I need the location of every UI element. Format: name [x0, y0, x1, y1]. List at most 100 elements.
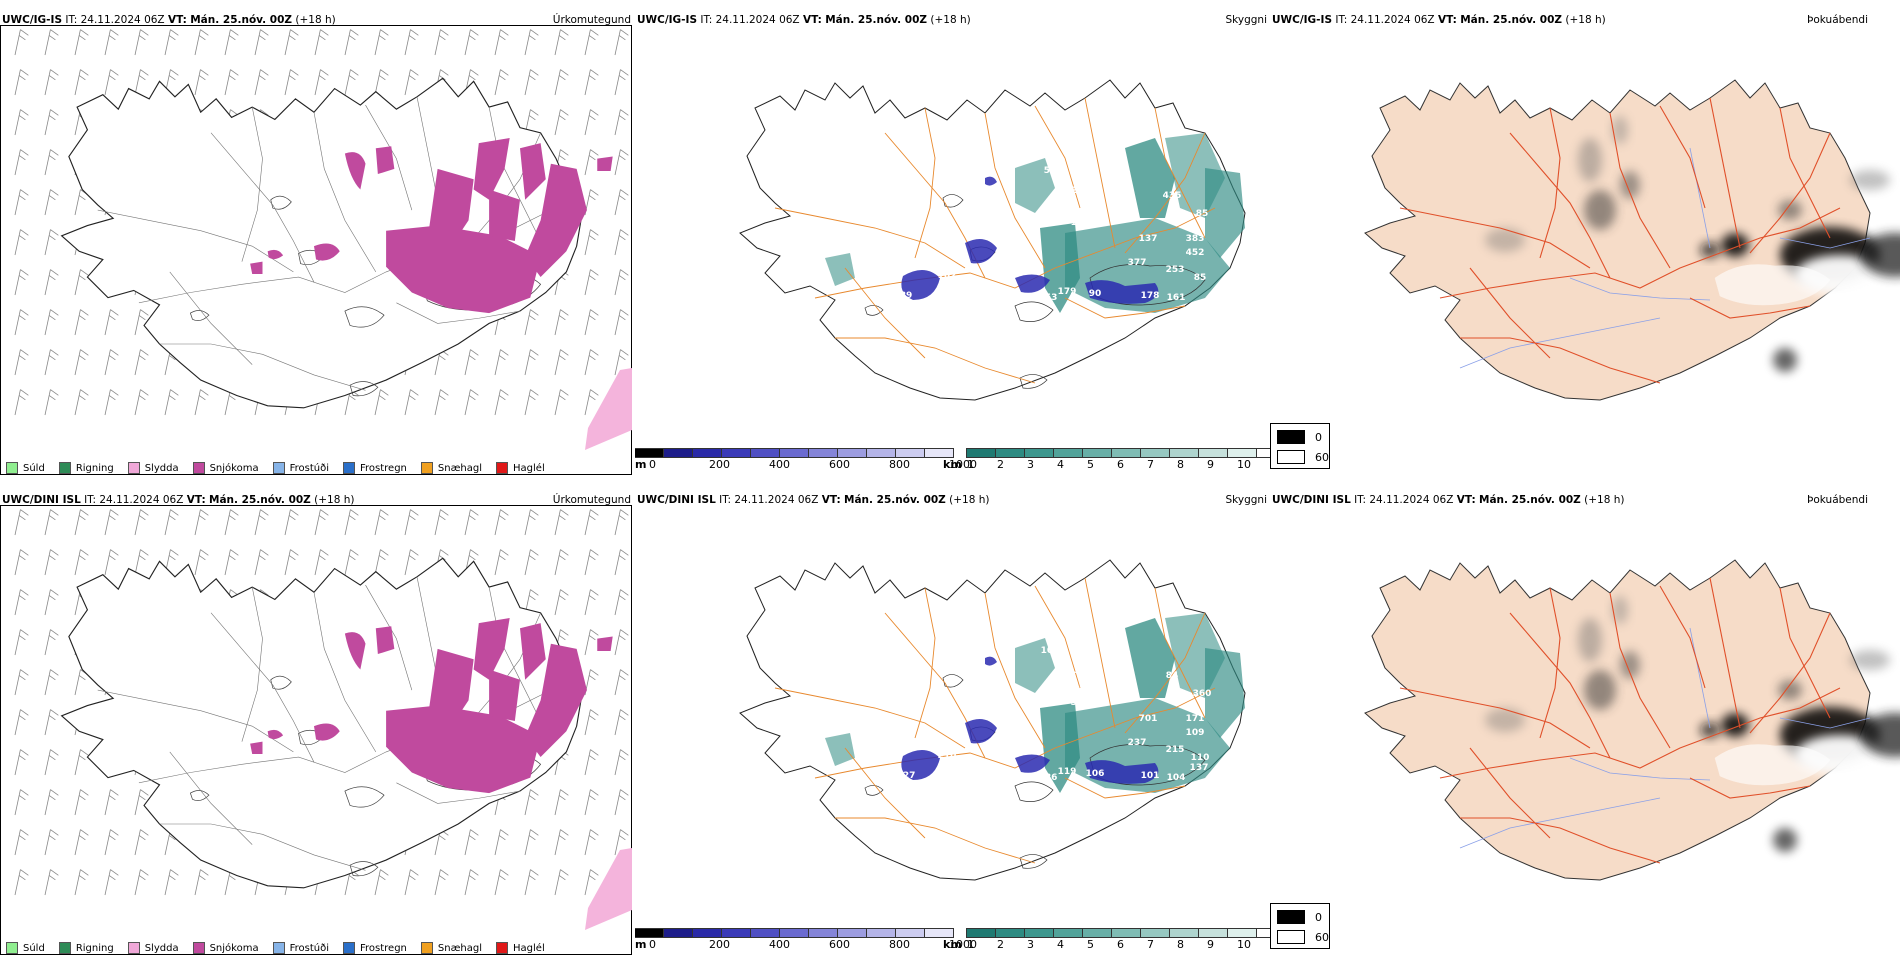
snow-area: [375, 626, 395, 655]
legend-swatch: [496, 462, 509, 474]
visibility-area: [1015, 158, 1055, 213]
visibility-tick: 3: [1027, 458, 1034, 471]
cloud-base-label: 705: [958, 756, 977, 766]
road-network: [774, 577, 1216, 864]
cloud-base-area: [1085, 760, 1159, 784]
snow-area: [473, 618, 510, 680]
legend-swatch: [420, 462, 433, 474]
cloud-base-label: 85: [1196, 209, 1209, 219]
precip-legend-item: Rigning: [58, 462, 114, 474]
cloud-base-label: 84: [1166, 671, 1179, 681]
cloud-base-label: 85: [1194, 273, 1207, 283]
cloud-base-label: 227: [897, 771, 916, 781]
legend-swatch: [58, 462, 71, 474]
visibility-tick: 2: [997, 458, 1004, 471]
snow-area: [597, 636, 613, 651]
cloud-base-label: 110: [1191, 753, 1210, 763]
legend-label: Haglél: [513, 942, 545, 954]
fog-area: [1773, 828, 1797, 852]
fog-area: [1485, 708, 1525, 732]
height-tick: 0: [649, 938, 656, 951]
fog-area: [1700, 722, 1720, 738]
legend-label: Snæhagl: [437, 942, 483, 954]
fog-indicator-panel: UWC/DINI ISL IT: 24.11.2024 06Z VT: Mán.…: [1270, 490, 1900, 960]
visibility-tick: 7: [1147, 458, 1154, 471]
iceland-coastline: [739, 559, 1246, 881]
fog-area: [1612, 116, 1628, 144]
fog-panel-title: Þokuábendi: [1807, 494, 1868, 506]
visibility-tick: 4: [1057, 458, 1064, 471]
snowfall-areas: [250, 138, 613, 314]
cloud-base-label: 109: [1186, 728, 1205, 738]
sleet-areas: [585, 848, 632, 930]
row-ig-is: UWC/IG-IS IT: 24.11.2024 06Z VT: Mán. 25…: [0, 10, 1900, 480]
cloud-base-label: 559: [1084, 679, 1103, 689]
iceland-coastline: [739, 79, 1246, 401]
iceland-precip-map: [14, 29, 632, 450]
rivers: [1459, 627, 1871, 849]
height-tick: 1000: [949, 938, 977, 951]
precip-legend-item: Haglél: [496, 942, 545, 954]
fog-area: [1578, 138, 1602, 182]
fog-area: [1773, 348, 1797, 372]
cloud-base-label: 383: [1071, 698, 1090, 708]
fog-area: [1584, 670, 1616, 710]
legend-swatch: [192, 942, 205, 954]
visibility-tick: 2: [997, 938, 1004, 951]
panel-header: UWC/IG-IS IT: 24.11.2024 06Z VT: Mán. 25…: [637, 14, 971, 26]
precip-legend-item: Frostregn: [343, 462, 407, 474]
legend-label: Súld: [23, 942, 45, 954]
fog-area: [1485, 228, 1525, 252]
iceland-fog-map: [1364, 79, 1900, 401]
legend-swatch: [127, 942, 140, 954]
visibility-tick: 8: [1177, 938, 1184, 951]
cloud-base-area: [985, 176, 997, 186]
legend-label: Frostúði: [289, 462, 329, 474]
cloud-base-area: [901, 269, 940, 300]
height-tick: 800: [889, 458, 910, 471]
legend-swatch: [272, 942, 285, 954]
snow-area: [525, 643, 587, 758]
cloud-base-area: [1015, 754, 1050, 773]
iceland-precip-map: [14, 509, 632, 930]
cloud-base-label: 360: [1193, 689, 1212, 699]
legend-swatch: [420, 942, 433, 954]
snow-area: [489, 189, 520, 241]
legend-swatch: [496, 942, 509, 954]
legend-swatch: [127, 462, 140, 474]
snow-area: [386, 705, 541, 794]
legend-label: Frostregn: [360, 942, 407, 954]
panel-header: UWC/DINI ISL IT: 24.11.2024 06Z VT: Mán.…: [637, 494, 990, 506]
cloud-base-label: 253: [1166, 265, 1185, 275]
visibility-tick: 5: [1087, 938, 1094, 951]
height-tick: 1000: [949, 458, 977, 471]
row-dini-isl: UWC/DINI ISL IT: 24.11.2024 06Z VT: Mán.…: [0, 490, 1900, 960]
legend-label: Rigning: [75, 942, 114, 954]
cloud-base-label: 701: [1139, 714, 1158, 724]
legend-label: Frostúði: [289, 942, 329, 954]
cloud-base-label: 186: [1039, 773, 1058, 783]
visibility-area: [825, 253, 855, 286]
precip-legend-item: Slydda: [127, 942, 179, 954]
cloud-base-label: 171: [1186, 714, 1205, 724]
cloud-base-label: 372: [1068, 686, 1087, 696]
cloud-base-label: 251: [1068, 206, 1087, 216]
cloud-base-label: 54: [1044, 166, 1057, 176]
legend-label: Snjókoma: [209, 942, 259, 954]
height-tick: 600: [829, 938, 850, 951]
cloud-base-label: 137: [1190, 763, 1209, 773]
sleet-areas: [585, 368, 632, 450]
legend-swatch: [272, 462, 285, 474]
visibility-panel: UWC/DINI ISL IT: 24.11.2024 06Z VT: Mán.…: [635, 490, 1270, 960]
snow-area: [267, 249, 284, 260]
snow-area: [489, 669, 520, 721]
height-tick: 400: [769, 938, 790, 951]
fog-area: [1850, 170, 1890, 190]
visibility-tick: 3: [1027, 938, 1034, 951]
height-tick: 200: [709, 938, 730, 951]
visibility-tick: 6: [1117, 458, 1124, 471]
cloud-base-areas: [901, 656, 1159, 784]
visibility-panel-title: Skyggni: [1225, 494, 1268, 506]
